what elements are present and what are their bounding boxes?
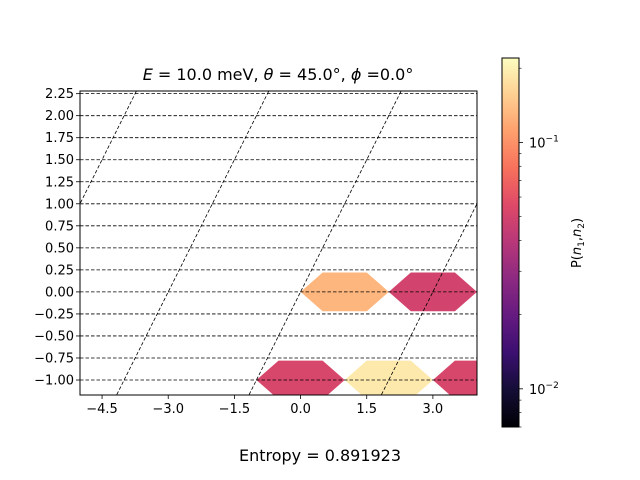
x-tick-label: −3.0 [152,402,184,417]
y-tick-label: −0.75 [34,351,74,366]
colorbar-tick-label: 10−2 [529,381,559,398]
grid-layer [0,3,640,480]
title-e-value: = 10.0 meV, [153,65,264,84]
colorbar-frame [501,57,520,428]
y-tick-label: −1.00 [34,374,74,389]
y-tick-label: −0.25 [34,307,74,322]
y-tick-label: 1.75 [45,131,74,146]
x-tick-label: 3.0 [423,402,444,417]
entropy-label: Entropy = 0.891923 [239,446,401,465]
y-tick-label: 2.00 [45,109,74,124]
hexbin-cell-2 [256,360,345,395]
x-tick-label: 0.0 [290,402,311,417]
y-tick-label: 0.25 [45,263,74,278]
grid-oblique-line-6 [470,3,640,480]
title-theta-value: = 45.0°, [273,65,350,84]
colorbar-axis: 10−2 10−1 [519,67,559,428]
plot-frame [79,90,478,396]
chart-title: E = 10.0 meV, θ = 45.0°, ϕ =0.0° [143,65,414,84]
y-axis: −1.00 −0.75 −0.50 −0.25 0.00 0.25 0.50 0.75 1.00… [34,87,80,389]
x-tick-label: −1.5 [219,402,251,417]
y-tick-label: 2.25 [45,87,74,102]
y-tick-label: 1.00 [45,197,74,212]
y-tick-label: 1.25 [45,175,74,190]
x-tick-label: −4.5 [86,402,118,417]
x-tick-label: 1.5 [356,402,377,417]
x-axis: −4.5 −3.0 −1.5 0.0 1.5 3.0 [86,395,443,417]
grid-oblique-line-1 [0,3,48,480]
title-phi-symbol: ϕ [351,65,362,84]
y-tick-label: 0.75 [45,219,74,234]
title-phi-value: =0.0° [361,65,413,84]
colorbar-tick-label: 10−1 [529,134,559,151]
title-theta-symbol: θ [264,65,274,84]
colorbar-label: P(n1,n2) [570,218,587,268]
title-e-symbol: E [143,65,154,84]
y-tick-label: −0.50 [34,329,74,344]
hexbin-cell-4 [432,360,477,395]
colorbar-gradient [502,58,519,427]
y-tick-label: 0.50 [45,241,74,256]
hexbin-cell-3 [344,360,433,395]
grid-oblique-line-7 [602,3,640,480]
y-tick-label: 0.00 [45,285,74,300]
y-tick-label: 1.50 [45,153,74,168]
